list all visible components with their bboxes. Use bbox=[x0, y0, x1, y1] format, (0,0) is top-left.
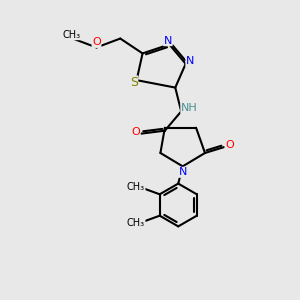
Text: O: O bbox=[131, 127, 140, 137]
Text: CH₃: CH₃ bbox=[127, 182, 145, 192]
Text: O: O bbox=[225, 140, 234, 150]
Text: N: N bbox=[178, 167, 187, 177]
Text: N: N bbox=[186, 56, 194, 66]
Text: N: N bbox=[164, 36, 172, 46]
Text: CH₃: CH₃ bbox=[62, 30, 80, 40]
Text: O: O bbox=[92, 38, 101, 47]
Text: NH: NH bbox=[181, 103, 198, 113]
Text: S: S bbox=[130, 76, 138, 89]
Text: CH₃: CH₃ bbox=[127, 218, 145, 228]
